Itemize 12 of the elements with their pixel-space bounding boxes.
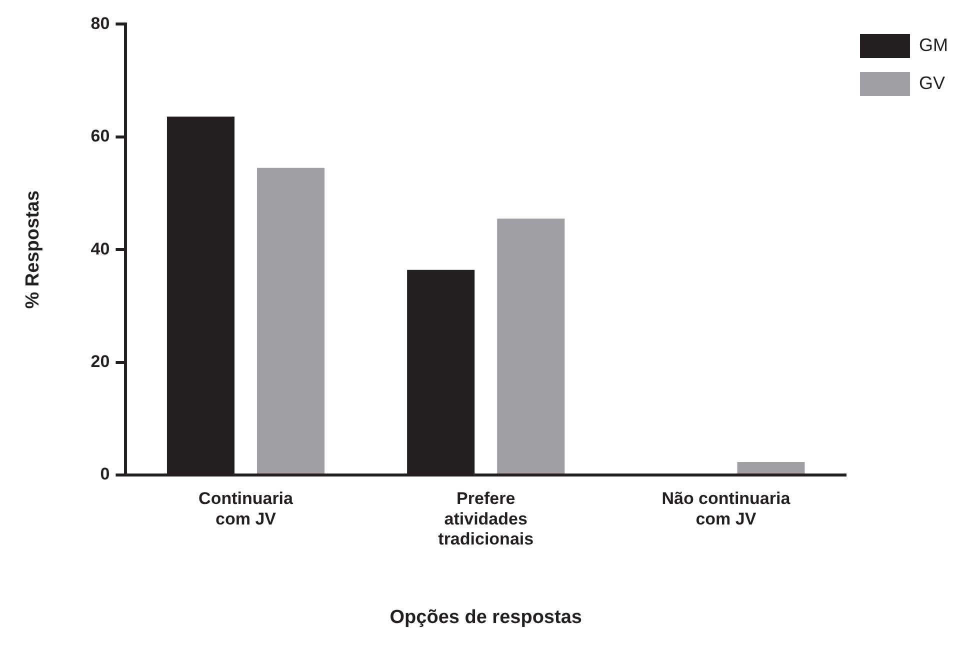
y-tick-label: 40 bbox=[90, 239, 110, 258]
x-tick-label: Prefere atividades tradicionais bbox=[438, 488, 534, 549]
x-tick-label: Continuaria com JV bbox=[198, 488, 294, 528]
y-tick-label: 60 bbox=[90, 126, 110, 146]
y-axis-title: % Respostas bbox=[22, 190, 44, 309]
y-tick-label: 0 bbox=[100, 464, 110, 484]
legend-label: GM bbox=[919, 34, 948, 55]
legend-label: GV bbox=[919, 72, 946, 93]
x-tick-label: Não continuaria com JV bbox=[662, 488, 791, 528]
y-tick-label: 80 bbox=[90, 14, 110, 33]
x-axis-title: Opções de respostas bbox=[390, 606, 582, 628]
y-tick-label: 20 bbox=[90, 352, 110, 371]
